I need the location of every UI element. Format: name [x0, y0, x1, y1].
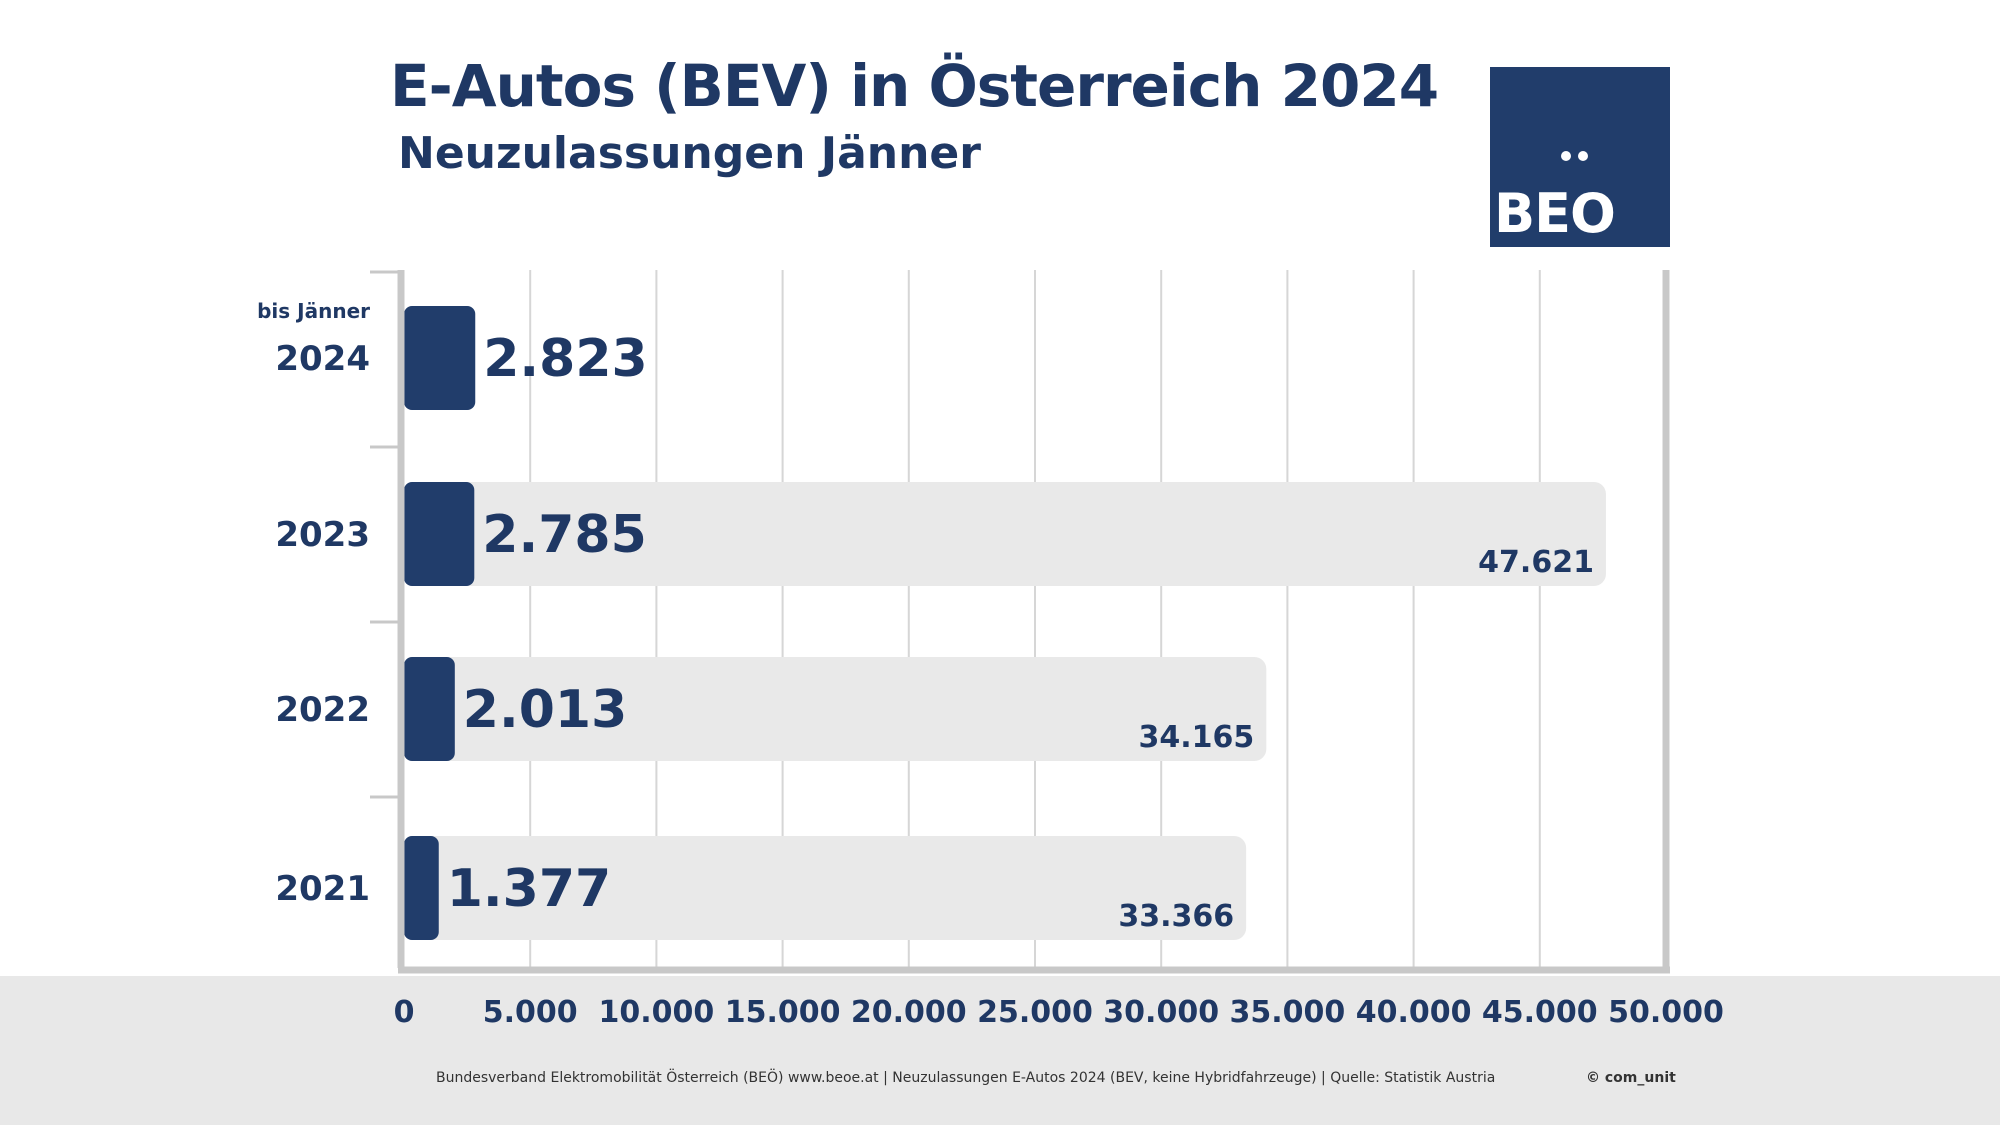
x-tick-label: 45.000 [1482, 995, 1598, 1030]
footer-source-note: Bundesverband Elektromobilität Österreic… [436, 1070, 1496, 1086]
chart-subtitle: Neuzulassungen Jänner [398, 128, 981, 179]
footer-band [0, 976, 2000, 1125]
category-label: 2023 [275, 515, 370, 555]
x-tick-label: 10.000 [599, 995, 715, 1030]
annual-total-label: 33.366 [1118, 899, 1234, 934]
x-tick-label: 35.000 [1230, 995, 1346, 1030]
x-tick-label: 30.000 [1103, 995, 1219, 1030]
x-tick-label: 25.000 [977, 995, 1093, 1030]
january-bar [404, 482, 475, 586]
x-tick-label: 0 [394, 995, 415, 1030]
january-value-label: 2.823 [483, 329, 647, 389]
category-label: 2022 [275, 690, 370, 730]
axes [370, 270, 1670, 974]
annual-total-label: 47.621 [1478, 545, 1594, 580]
x-tick-label: 50.000 [1608, 995, 1724, 1030]
chart-title: E-Autos (BEV) in Österreich 2024 [390, 52, 1439, 120]
annual-total-bar [404, 657, 1267, 761]
annual-total-bars [404, 482, 1606, 940]
category-label: 2024 [275, 339, 370, 379]
x-tick-label: 20.000 [851, 995, 967, 1030]
annual-total-bar [404, 836, 1247, 940]
logo-dot [1578, 151, 1588, 161]
copyright-text: © com_unit [1586, 1070, 1676, 1086]
january-bar [404, 306, 476, 410]
annual-total-bar [404, 482, 1606, 586]
logo-text: BEO [1494, 182, 1616, 245]
january-value-label: 2.013 [463, 680, 627, 740]
category-prefix-label: bis Jänner [257, 299, 370, 323]
january-bar [404, 657, 455, 761]
january-bars [404, 306, 476, 940]
x-tick-label: 40.000 [1356, 995, 1472, 1030]
x-tick-label: 5.000 [483, 995, 578, 1030]
labels: 2.823 2024 bis Jänner 47.621 2.785 2023 34.165… [257, 299, 1724, 1030]
january-value-label: 1.377 [447, 859, 611, 919]
annual-total-label: 34.165 [1139, 720, 1255, 755]
logo-dot [1561, 151, 1571, 161]
beo-logo: BEO [1490, 67, 1670, 247]
x-tick-label: 15.000 [725, 995, 841, 1030]
category-label: 2021 [275, 869, 370, 909]
january-bar [404, 836, 439, 940]
january-value-label: 2.785 [482, 505, 646, 565]
